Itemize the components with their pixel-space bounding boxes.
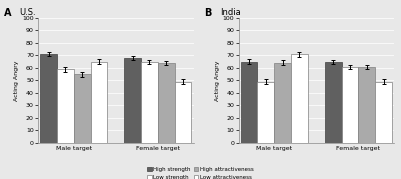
Bar — [241, 62, 257, 143]
Legend: High strength, Low strength, High attractiveness, Low attractiveness: High strength, Low strength, High attrac… — [148, 167, 253, 179]
Bar — [342, 67, 358, 143]
Y-axis label: Acting Angry: Acting Angry — [215, 60, 220, 101]
Bar — [325, 62, 342, 143]
Bar — [91, 62, 107, 143]
Bar — [57, 69, 74, 143]
Bar — [291, 54, 308, 143]
Text: U.S.: U.S. — [19, 8, 36, 17]
Bar — [274, 63, 291, 143]
Bar — [141, 62, 158, 143]
Y-axis label: Acting Angry: Acting Angry — [14, 60, 20, 101]
Bar — [124, 58, 141, 143]
Bar — [74, 74, 91, 143]
Bar — [358, 67, 375, 143]
Bar — [375, 82, 392, 143]
Text: India: India — [220, 8, 241, 17]
Bar — [175, 82, 191, 143]
Text: B: B — [204, 8, 212, 18]
Text: A: A — [4, 8, 11, 18]
Bar — [158, 63, 175, 143]
Bar — [257, 82, 274, 143]
Bar — [40, 54, 57, 143]
